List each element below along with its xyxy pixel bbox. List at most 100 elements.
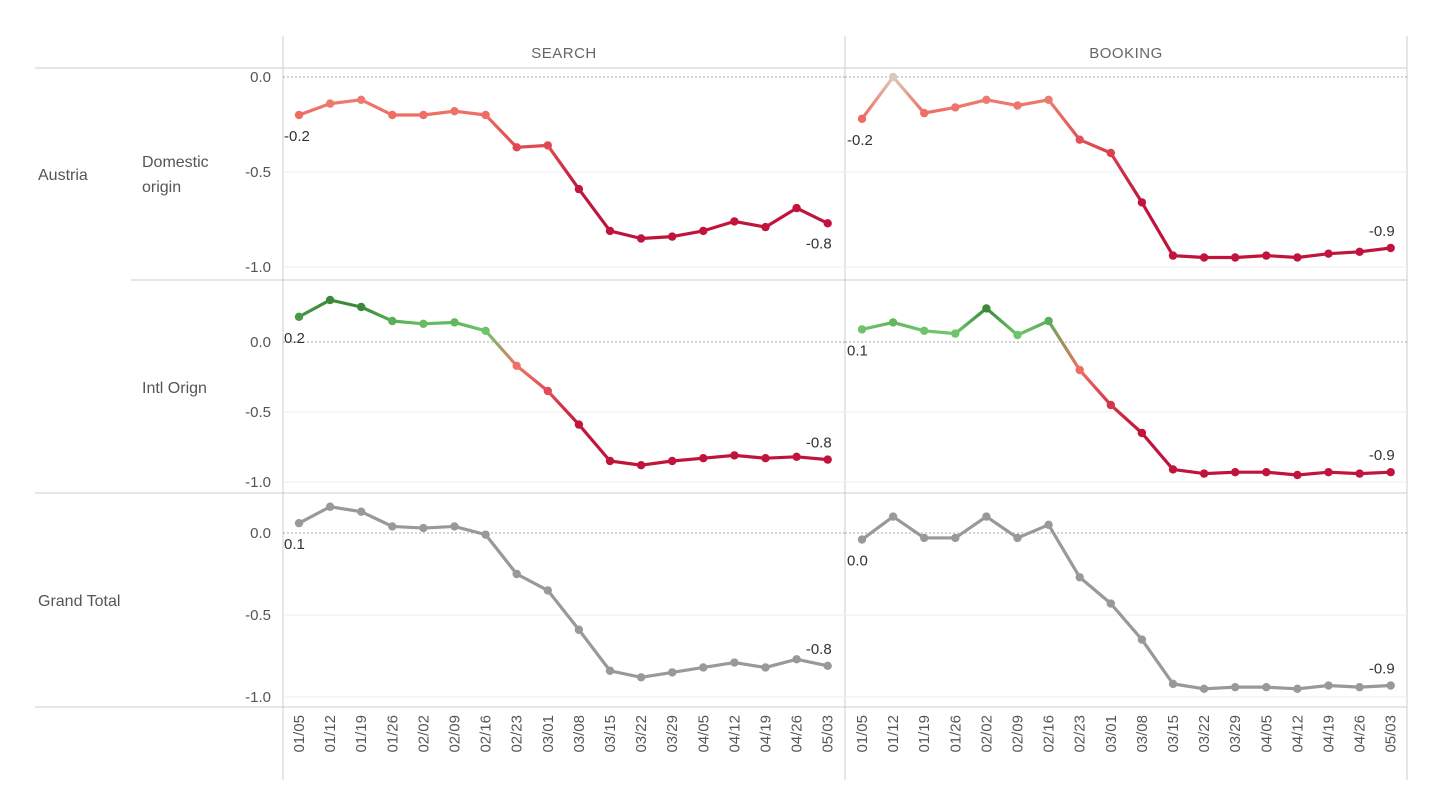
data-point[interactable]: [388, 110, 397, 120]
data-point[interactable]: [419, 319, 428, 328]
data-point[interactable]: [668, 668, 677, 677]
data-point[interactable]: [1168, 251, 1178, 260]
data-point[interactable]: [823, 219, 832, 228]
data-point[interactable]: [512, 143, 521, 152]
data-point[interactable]: [605, 226, 615, 236]
data-point[interactable]: [543, 586, 552, 595]
data-point[interactable]: [951, 533, 960, 543]
data-point[interactable]: [1013, 533, 1022, 543]
data-point[interactable]: [1293, 253, 1302, 262]
data-point[interactable]: [481, 110, 490, 120]
data-point[interactable]: [792, 655, 801, 664]
data-point[interactable]: [699, 663, 708, 672]
data-point[interactable]: [543, 141, 552, 150]
data-point[interactable]: [1231, 682, 1240, 692]
data-point[interactable]: [512, 361, 521, 370]
data-point[interactable]: [761, 663, 770, 672]
data-point[interactable]: [574, 184, 584, 194]
data-point[interactable]: [1137, 428, 1147, 438]
data-point[interactable]: [920, 533, 929, 543]
data-point[interactable]: [357, 507, 366, 516]
data-point[interactable]: [1199, 684, 1209, 693]
data-point[interactable]: [792, 203, 801, 213]
data-point[interactable]: [1168, 465, 1178, 474]
data-point[interactable]: [1106, 599, 1116, 608]
data-point[interactable]: [357, 95, 366, 105]
data-point[interactable]: [1231, 253, 1240, 262]
data-point[interactable]: [761, 222, 770, 232]
data-point[interactable]: [920, 326, 929, 335]
data-point[interactable]: [982, 512, 991, 521]
data-point[interactable]: [294, 312, 304, 321]
data-point[interactable]: [1137, 198, 1147, 207]
data-point[interactable]: [1355, 682, 1364, 692]
data-point[interactable]: [388, 522, 397, 531]
data-point[interactable]: [888, 72, 898, 82]
data-point[interactable]: [951, 103, 960, 112]
data-point[interactable]: [823, 455, 832, 464]
data-point[interactable]: [636, 673, 646, 682]
data-point[interactable]: [1075, 573, 1084, 582]
data-point[interactable]: [1075, 135, 1084, 144]
data-point[interactable]: [1044, 95, 1053, 105]
data-point[interactable]: [1231, 468, 1240, 477]
data-point[interactable]: [730, 451, 739, 460]
data-point[interactable]: [982, 304, 991, 313]
data-point[interactable]: [636, 234, 646, 243]
data-point[interactable]: [1199, 253, 1209, 262]
data-point[interactable]: [357, 302, 366, 312]
data-point[interactable]: [1386, 468, 1395, 477]
data-point[interactable]: [605, 456, 615, 466]
data-point[interactable]: [888, 318, 898, 327]
data-point[interactable]: [419, 523, 428, 533]
data-point[interactable]: [1293, 684, 1302, 693]
data-point[interactable]: [668, 232, 677, 241]
data-point[interactable]: [574, 625, 584, 634]
data-point[interactable]: [1106, 148, 1116, 158]
data-point[interactable]: [1262, 682, 1271, 692]
data-point[interactable]: [920, 108, 929, 118]
data-point[interactable]: [294, 110, 304, 120]
data-point[interactable]: [1386, 243, 1395, 253]
data-point[interactable]: [1199, 469, 1209, 478]
data-point[interactable]: [1293, 470, 1302, 480]
data-point[interactable]: [1137, 635, 1147, 644]
data-point[interactable]: [605, 666, 615, 675]
data-point[interactable]: [1168, 679, 1178, 689]
data-point[interactable]: [574, 420, 584, 429]
data-point[interactable]: [699, 454, 708, 463]
data-point[interactable]: [388, 316, 397, 326]
data-point[interactable]: [699, 226, 708, 236]
data-point[interactable]: [1262, 251, 1271, 260]
data-point[interactable]: [1106, 400, 1116, 410]
data-point[interactable]: [636, 461, 646, 470]
data-point[interactable]: [450, 107, 459, 116]
data-point[interactable]: [1013, 330, 1022, 340]
data-point[interactable]: [951, 329, 960, 338]
data-point[interactable]: [857, 535, 867, 544]
data-point[interactable]: [1324, 249, 1333, 258]
data-point[interactable]: [481, 530, 490, 539]
data-point[interactable]: [888, 512, 898, 521]
data-point[interactable]: [857, 114, 867, 124]
data-point[interactable]: [1075, 365, 1084, 375]
data-point[interactable]: [419, 110, 428, 120]
data-point[interactable]: [1013, 101, 1022, 110]
data-point[interactable]: [1386, 681, 1395, 690]
data-point[interactable]: [730, 658, 739, 667]
data-point[interactable]: [325, 502, 335, 511]
data-point[interactable]: [1262, 468, 1271, 477]
data-point[interactable]: [450, 318, 459, 327]
data-point[interactable]: [857, 325, 867, 334]
data-point[interactable]: [1355, 247, 1364, 256]
data-point[interactable]: [294, 518, 304, 528]
data-point[interactable]: [1324, 681, 1333, 690]
data-point[interactable]: [823, 661, 832, 671]
data-point[interactable]: [512, 569, 521, 579]
data-point[interactable]: [325, 295, 335, 305]
data-point[interactable]: [730, 217, 739, 226]
data-point[interactable]: [668, 456, 677, 466]
data-point[interactable]: [1355, 469, 1364, 478]
data-point[interactable]: [481, 326, 490, 335]
data-point[interactable]: [1044, 316, 1053, 326]
